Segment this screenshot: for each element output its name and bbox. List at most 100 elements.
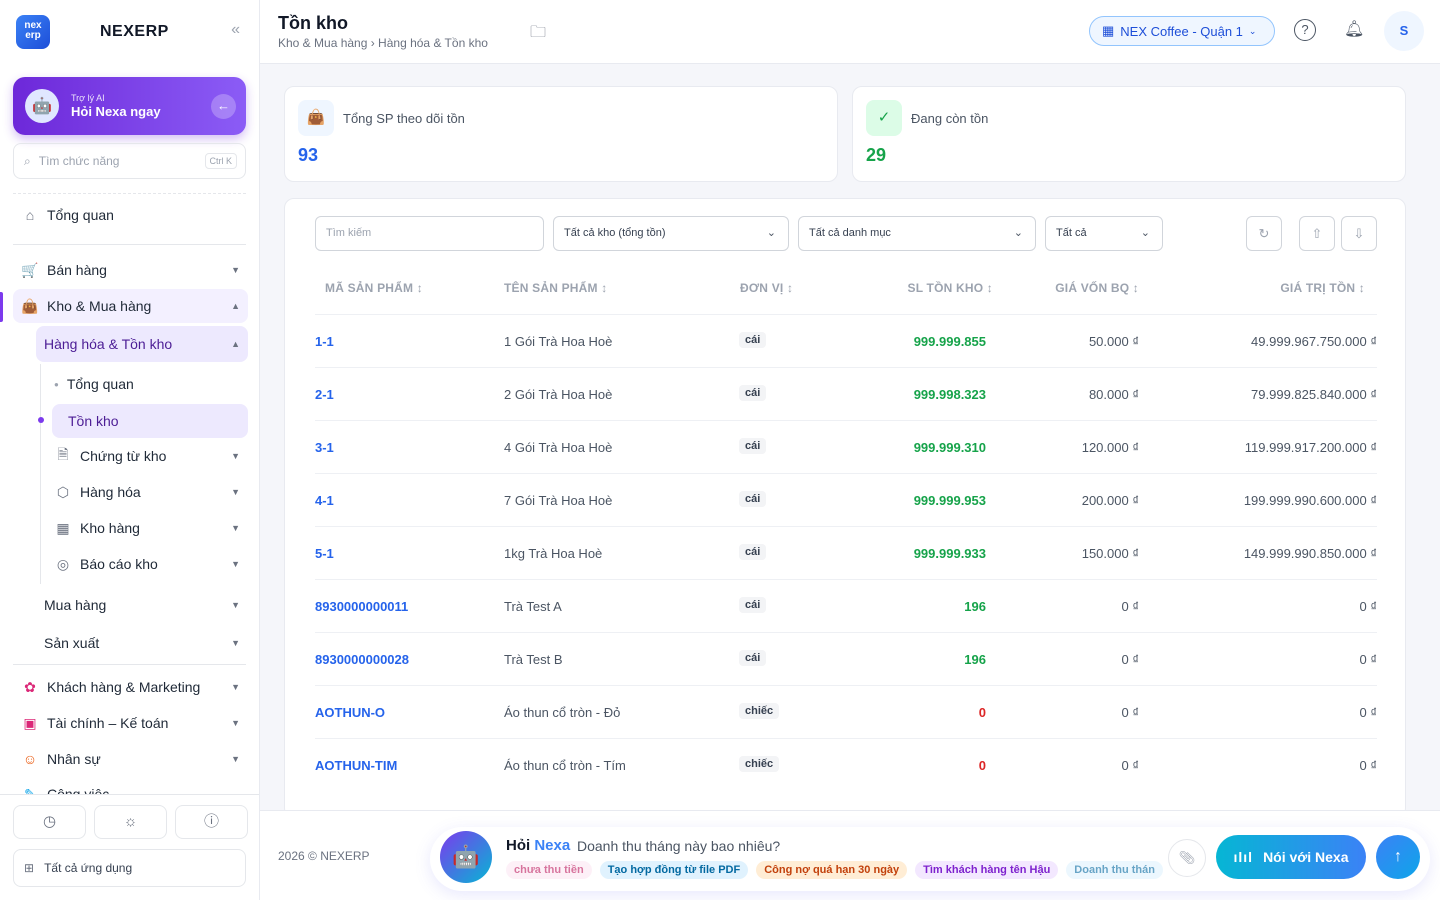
warehouse-select[interactable]: Tất cả kho (tổng tồn) ⌄ (553, 216, 789, 251)
help-icon[interactable]: ? (1294, 19, 1316, 41)
suggestion-chip[interactable]: Công nợ quá hạn 30 ngày (756, 861, 908, 879)
stock-qty: 999.999.855 (913, 334, 986, 349)
nav-purchase[interactable]: Mua hàng ▼ (36, 588, 248, 622)
product-code[interactable]: 1-1 (315, 334, 334, 349)
nav-production[interactable]: Sản xuất ▼ (36, 626, 248, 660)
unit-badge: cái (739, 438, 767, 454)
ask-question[interactable]: Doanh thu tháng này bao nhiêu? (577, 838, 781, 854)
stat-value: 29 (866, 145, 887, 165)
footer: 2026 © NEXERP 🤖 Hỏi Nexa Doanh thu tháng… (260, 810, 1440, 900)
nav-label: Hàng hóa (80, 484, 141, 500)
nexerp-logo[interactable]: nex erp (16, 15, 50, 49)
nav-work[interactable]: ✎ Công việc (13, 778, 248, 794)
col-header-code[interactable]: MÃ SẢN PHẨM ↕ (325, 281, 423, 295)
suggestion-chip[interactable]: Doanh thu thán (1066, 861, 1163, 879)
avatar[interactable]: S (1384, 11, 1424, 51)
stock-value: 49.999.967.750.000 ₫ (1251, 334, 1377, 349)
nav-sales[interactable]: 🛒 Bán hàng ▼ (13, 253, 248, 287)
nav-sub-overview[interactable]: ● Tổng quan (46, 367, 248, 401)
product-code[interactable]: 2-1 (315, 387, 334, 402)
stock-value: 0 ₫ (1359, 758, 1377, 773)
avg-cost: 0 ₫ (1121, 599, 1139, 614)
warehouse-icon: ▦ (56, 519, 70, 536)
nav-label: Kho & Mua hàng (47, 298, 152, 314)
suggestion-chip[interactable]: chưa thu tiền (506, 861, 592, 879)
product-code[interactable]: 8930000000011 (315, 599, 409, 614)
function-search-input[interactable]: ⌕ Tìm chức năng Ctrl K (13, 143, 246, 179)
avg-cost: 120.000 ₫ (1081, 440, 1139, 455)
upload-icon[interactable]: ⇧ (1299, 216, 1335, 251)
nav-warehouse-purchase[interactable]: 👜 Kho & Mua hàng ▲ (13, 289, 248, 323)
nav-goods-inventory[interactable]: Hàng hóa & Tồn kho ▲ (36, 326, 248, 362)
bell-icon[interactable]: 🔔︎ (1344, 21, 1365, 38)
status-select[interactable]: Tất cả ⌄ (1045, 216, 1163, 251)
product-code[interactable]: 5-1 (315, 546, 334, 561)
search-input[interactable]: Tìm kiếm (315, 216, 544, 251)
table-row[interactable]: 8930000000011 Trà Test A cái 196 0 ₫ 0 ₫ (315, 579, 1377, 632)
table-row[interactable]: 4-1 7 Gói Trà Hoa Hoè cái 999.999.953 200.00… (315, 473, 1377, 526)
alert-icon[interactable]: ⓘ (175, 805, 248, 839)
nav-goods[interactable]: ⬡ Hàng hóa ▼ (46, 475, 248, 509)
breadcrumb[interactable]: Kho & Mua hàng › Hàng hóa & Tồn kho (278, 36, 488, 50)
suggestion-chip[interactable]: Tạo hợp đồng từ file PDF (599, 861, 749, 879)
category-select[interactable]: Tất cả danh mục ⌄ (798, 216, 1036, 251)
nav-label: Tồn kho (68, 413, 119, 429)
collapse-sidebar-icon[interactable]: « (231, 21, 240, 38)
users-icon: ✿ (24, 678, 36, 695)
chevron-down-icon: ⌄ (1013, 227, 1023, 239)
download-icon[interactable]: ⇩ (1341, 216, 1377, 251)
nexa-prompt-bar[interactable]: 🤖 Hỏi Nexa Doanh thu tháng này bao nhiêu… (430, 827, 1430, 891)
col-header-cost[interactable]: GIÁ VỐN BQ ↕ (1055, 281, 1139, 295)
col-header-name[interactable]: TÊN SẢN PHẨM ↕ (504, 281, 608, 295)
stat-label: Tổng SP theo dõi tồn (343, 111, 465, 126)
chevron-down-icon: ▼ (231, 638, 240, 648)
product-code[interactable]: AOTHUN-TIM (315, 758, 398, 773)
all-apps-button[interactable]: ⊞ Tất cả ứng dụng (13, 849, 246, 887)
bag-icon: 👜 (298, 100, 334, 136)
nav-hr[interactable]: ☺ Nhân sự ▼ (13, 742, 248, 776)
nav-reports[interactable]: ◎ Báo cáo kho ▼ (46, 547, 248, 581)
table-row[interactable]: 1-1 1 Gói Trà Hoa Hoè cái 999.999.855 50.000… (315, 314, 1377, 367)
table-row[interactable]: 2-1 2 Gói Trà Hoa Hoè cái 999.998.323 80.000… (315, 367, 1377, 420)
send-icon[interactable]: ↑ (1376, 835, 1420, 879)
table-row[interactable]: AOTHUN-TIM Áo thun cổ tròn - Tím chiếc 0 0 ₫… (315, 738, 1377, 791)
nav-finance[interactable]: ▣ Tài chính – Kế toán ▼ (13, 706, 248, 740)
theme-icon[interactable]: ☼ (94, 805, 167, 839)
table-row[interactable]: 3-1 4 Gói Trà Hoa Hoè cái 999.999.310 120.00… (315, 420, 1377, 473)
product-code[interactable]: 8930000000028 (315, 652, 409, 667)
nav-warehouses[interactable]: ▦ Kho hàng ▼ (46, 511, 248, 545)
folder-icon[interactable]: 🗀 (530, 24, 547, 41)
branch-selector[interactable]: ▦ NEX Coffee - Quận 1 ⌄ (1089, 16, 1275, 46)
table-row[interactable]: 5-1 1kg Trà Hoa Hoè cái 999.999.933 150.000 … (315, 526, 1377, 579)
nav-overview[interactable]: ⌂ Tổng quan (13, 198, 248, 232)
col-header-qty[interactable]: SL TỒN KHO ↕ (907, 281, 993, 295)
product-code[interactable]: AOTHUN-O (315, 705, 386, 720)
product-name: Áo thun cổ tròn - Đỏ (504, 705, 621, 720)
stat-value: 93 (298, 145, 319, 165)
chevron-down-icon: ▼ (231, 451, 240, 461)
table-row[interactable]: 8930000000028 Trà Test B cái 196 0 ₫ 0 ₫ (315, 632, 1377, 685)
attach-icon[interactable]: 📎︎ (1168, 839, 1206, 877)
col-header-unit[interactable]: ĐƠN VỊ ↕ (740, 281, 794, 295)
history-icon[interactable]: ◷ (13, 805, 86, 839)
robot-icon: 🤖 (25, 89, 59, 123)
talk-to-nexa-button[interactable]: ılıl Nói với Nexa (1216, 835, 1366, 879)
stock-value: 0 ₫ (1359, 599, 1377, 614)
product-code[interactable]: 3-1 (315, 440, 334, 455)
refresh-icon[interactable]: ↻ (1246, 216, 1282, 251)
col-header-total[interactable]: GIÁ TRỊ TỒN ↕ (1280, 281, 1365, 295)
table-row[interactable]: AOTHUN-O Áo thun cổ tròn - Đỏ chiếc 0 0 ₫ 0 ₫ (315, 685, 1377, 738)
product-name: Trà Test B (504, 652, 563, 667)
product-code[interactable]: 4-1 (315, 493, 334, 508)
nav-label: Bán hàng (47, 262, 107, 278)
topbar: Tồn kho Kho & Mua hàng › Hàng hóa & Tồn … (260, 0, 1440, 64)
active-indicator (0, 292, 3, 322)
nav-vouchers[interactable]: 🗎 Chứng từ kho ▼ (46, 439, 248, 473)
nav-stock[interactable]: Tồn kho (52, 404, 248, 438)
task-icon: ✎ (24, 786, 36, 794)
arrow-left-icon[interactable]: ← (211, 94, 236, 119)
nav-customers[interactable]: ✿ Khách hàng & Marketing ▼ (13, 670, 248, 704)
suggestion-chip[interactable]: Tìm khách hàng tên Hậu (915, 861, 1059, 879)
chevron-down-icon: ▼ (231, 265, 240, 275)
ai-assistant-card[interactable]: 🤖 Trợ lý AI Hỏi Nexa ngay ← (13, 77, 246, 135)
